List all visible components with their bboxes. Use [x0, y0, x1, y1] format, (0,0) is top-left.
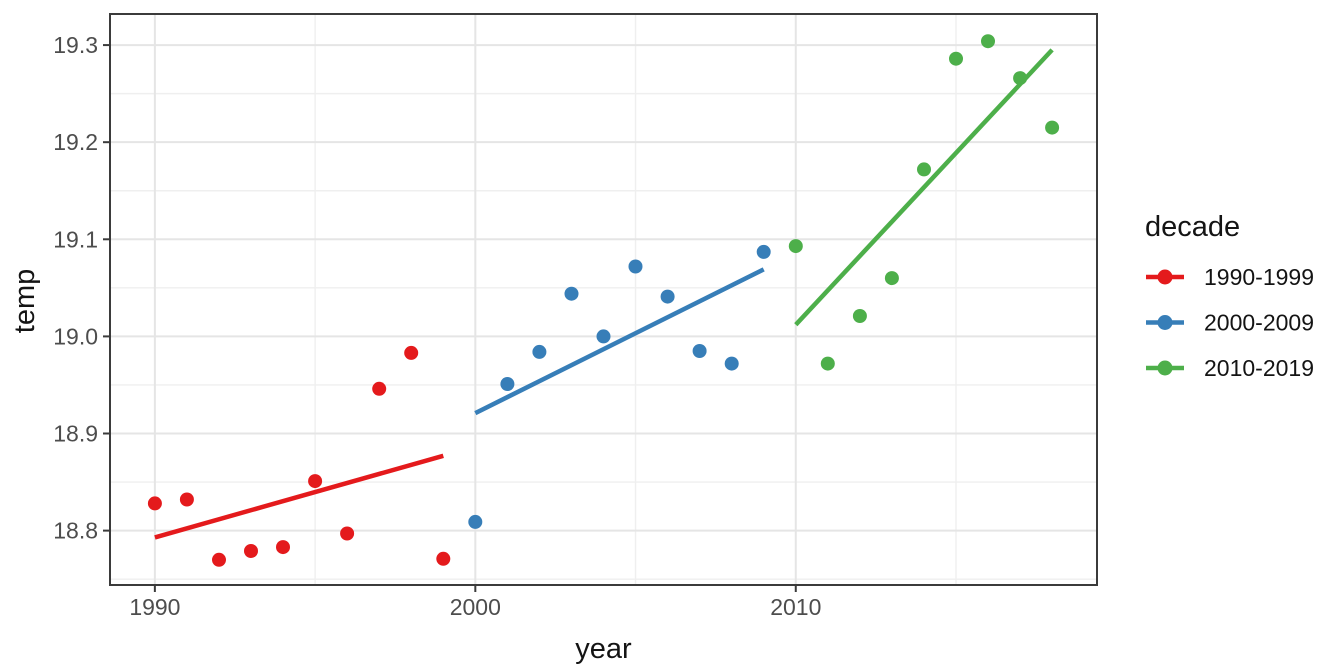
- y-tick-label: 18.9: [53, 421, 98, 447]
- data-point: [372, 381, 387, 396]
- y-tick-label: 19.3: [53, 32, 98, 58]
- legend-entry: 2010-2019: [1146, 355, 1314, 381]
- data-point: [404, 345, 419, 360]
- x-tick-label: 2000: [450, 594, 501, 620]
- chart-layers: 1990 2000 2010 18.8 18.9 19.0 19.1 19.2 19.3: [53, 13, 1098, 620]
- data-point: [660, 289, 675, 304]
- data-point: [628, 259, 643, 274]
- data-point: [724, 356, 739, 371]
- data-point: [308, 474, 323, 489]
- data-point: [500, 377, 515, 391]
- data-point: [756, 244, 771, 259]
- legend-key-point: [1157, 315, 1173, 330]
- legend-title: decade: [1145, 211, 1240, 243]
- data-point: [820, 356, 835, 371]
- data-point: [564, 286, 579, 301]
- y-tick-label: 19.2: [53, 129, 98, 155]
- panel-background: [110, 14, 1097, 585]
- data-point: [692, 344, 707, 358]
- data-point: [212, 552, 226, 567]
- legend-entries: 1990-1999 2000-2009 2010-2019: [1146, 264, 1314, 381]
- data-point: [436, 551, 451, 566]
- trend-line: [474, 267, 765, 416]
- legend-label: 2010-2019: [1204, 355, 1314, 381]
- data-point: [179, 492, 194, 507]
- data-point: [884, 271, 899, 286]
- y-axis-title: temp: [9, 269, 41, 333]
- legend: decade 1990-1999 2000-2009 2010-2019: [1145, 211, 1314, 381]
- y-tick-label: 19.1: [53, 226, 98, 252]
- data-point: [244, 544, 258, 558]
- data-point: [596, 329, 611, 344]
- legend-key-point: [1157, 360, 1173, 376]
- legend-entry: 1990-1999: [1146, 264, 1314, 290]
- data-point: [276, 540, 290, 555]
- legend-key-point: [1157, 269, 1173, 285]
- data-point: [340, 526, 355, 541]
- series-1990-1999: [147, 345, 451, 567]
- data-point: [981, 34, 995, 49]
- trend-line: [794, 48, 1054, 327]
- data-point: [532, 344, 547, 359]
- data-point: [788, 239, 803, 254]
- series-2010-2019: [788, 34, 1060, 371]
- y-tick-label: 18.8: [53, 518, 98, 544]
- series-2000-2009: [468, 244, 771, 529]
- legend-entry: 2000-2009: [1146, 310, 1314, 336]
- legend-label: 1990-1999: [1204, 264, 1314, 290]
- panel-border: [109, 13, 1098, 586]
- legend-label: 2000-2009: [1204, 310, 1314, 336]
- y-tick-label: 19.0: [53, 323, 98, 349]
- data-point: [147, 496, 162, 511]
- data-point: [1045, 120, 1060, 135]
- data-point: [917, 162, 931, 177]
- x-axis-title: year: [575, 633, 632, 665]
- data-point: [852, 309, 867, 323]
- x-tick-label: 2010: [770, 594, 821, 620]
- x-tick-label: 1990: [129, 594, 180, 620]
- trend-line: [154, 453, 444, 540]
- data-point: [468, 514, 483, 529]
- data-point: [949, 51, 963, 66]
